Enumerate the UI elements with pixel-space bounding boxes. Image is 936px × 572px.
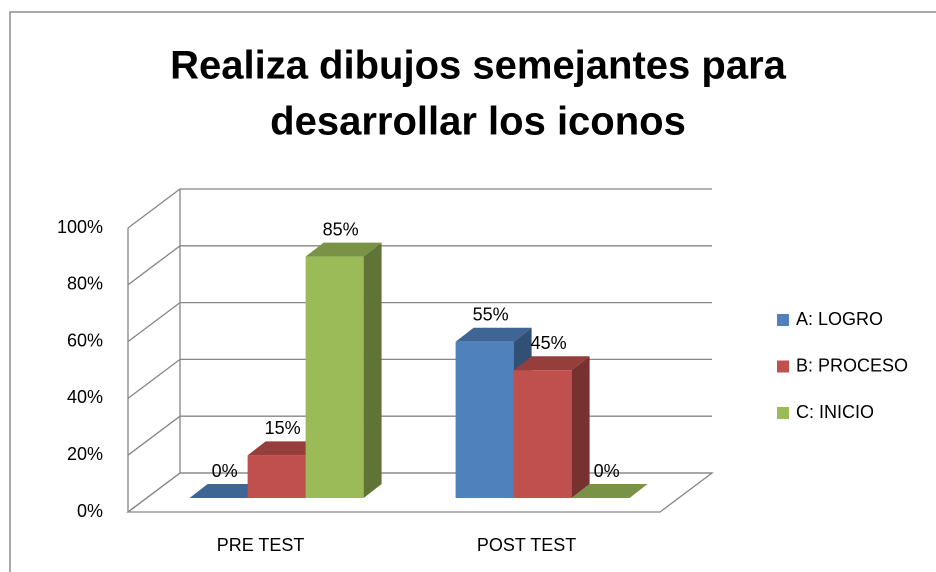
- bar-face: [455, 341, 514, 498]
- y-tick-label: 40%: [67, 387, 103, 407]
- data-label: 0%: [594, 461, 620, 481]
- data-label: 45%: [531, 333, 567, 353]
- bar-face: [571, 484, 648, 498]
- legend-swatch: [777, 314, 789, 326]
- legend-swatch: [777, 360, 789, 373]
- bar: [513, 356, 590, 498]
- legend-label: C: INICIO: [796, 402, 874, 422]
- bar-face: [305, 242, 382, 257]
- bar: [189, 484, 266, 498]
- bar-face: [513, 370, 572, 498]
- y-tick-label: 80%: [67, 274, 103, 294]
- chart-title: Realiza dibujos semejantes para: [170, 44, 787, 88]
- legend-label: B: PROCESO: [796, 355, 908, 375]
- legend-swatch: [777, 407, 789, 419]
- legend-label: A: LOGRO: [796, 309, 883, 329]
- bar-face: [513, 356, 590, 371]
- data-label: 15%: [265, 418, 301, 438]
- bar-face: [455, 327, 532, 342]
- y-tick-label: 60%: [67, 330, 103, 350]
- bar-face: [305, 256, 364, 498]
- bar-face: [363, 242, 382, 498]
- bar-face: [247, 441, 324, 456]
- bar-face: [247, 455, 306, 498]
- data-label: 55%: [473, 305, 509, 325]
- chart-title: desarrollar los iconos: [270, 100, 686, 144]
- bar: [305, 242, 382, 498]
- bar-face: [571, 356, 590, 498]
- x-tick-label: POST TEST: [477, 535, 576, 555]
- data-label: 0%: [212, 461, 238, 481]
- bar: [571, 484, 648, 498]
- data-label: 85%: [323, 219, 359, 239]
- bar-face: [189, 484, 266, 498]
- y-tick-label: 20%: [67, 444, 103, 464]
- y-tick-label: 0%: [77, 501, 103, 521]
- y-tick-label: 100%: [57, 217, 103, 237]
- x-tick-label: PRE TEST: [217, 535, 305, 555]
